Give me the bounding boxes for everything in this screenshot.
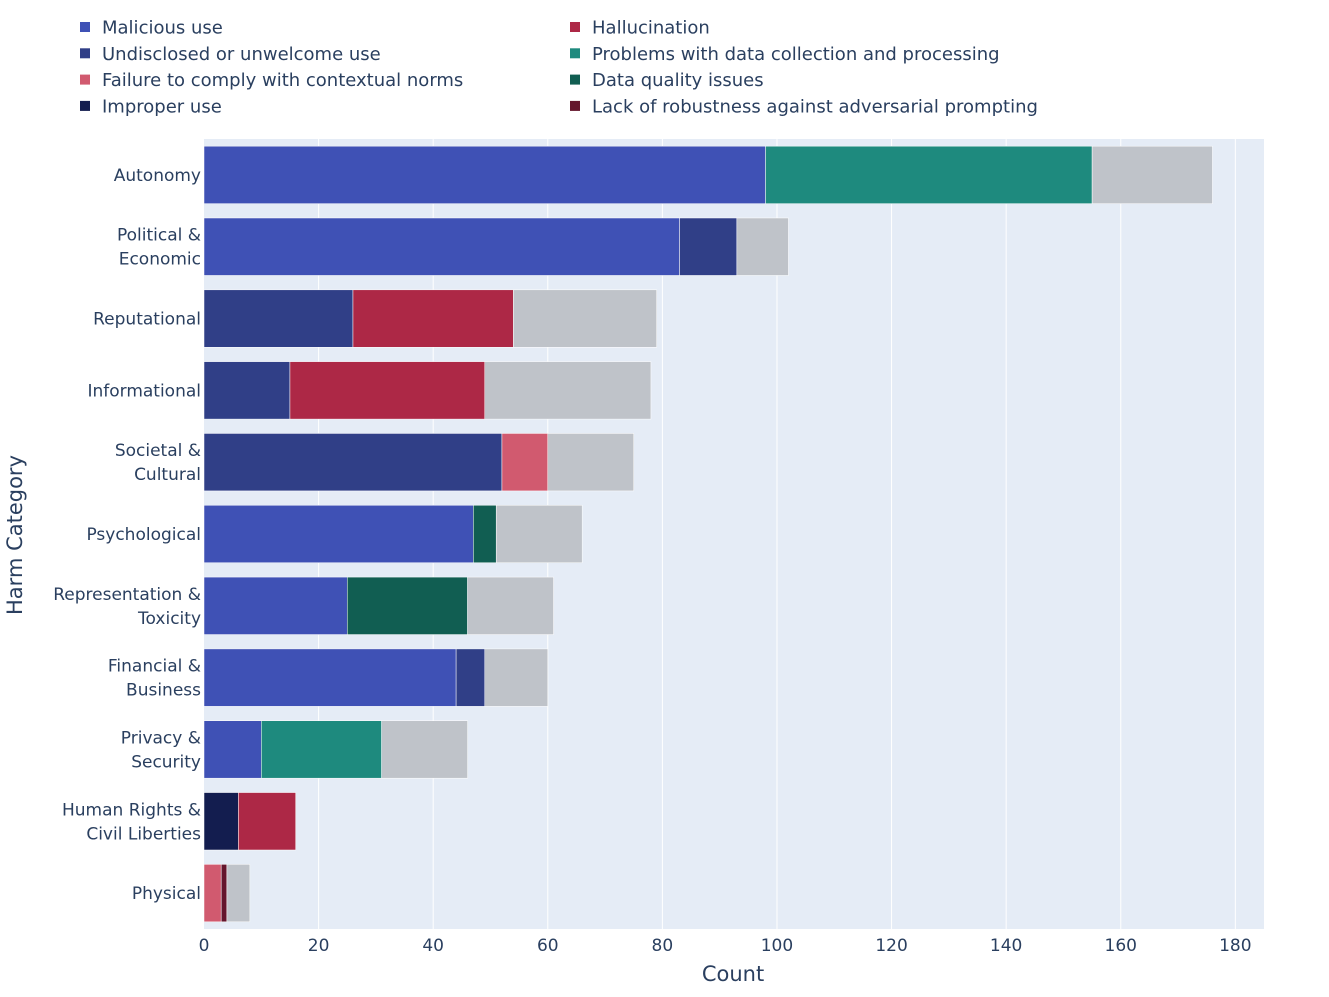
bar-segment — [203, 864, 222, 923]
bar-segment — [203, 648, 457, 707]
y-tick-label: Civil Liberties — [86, 824, 201, 844]
bar-segment — [203, 792, 239, 851]
legend-swatch — [80, 100, 90, 111]
x-tick-label: 160 — [1105, 936, 1137, 956]
legend-swatch — [570, 100, 580, 111]
bar-segment — [226, 864, 251, 923]
legend-item-label: Improper use — [102, 96, 222, 117]
legend-swatch — [570, 74, 580, 85]
bar-segment — [381, 720, 468, 779]
bar-segment — [203, 720, 262, 779]
y-tick-label: Autonomy — [114, 166, 201, 186]
bar-segment — [455, 648, 486, 707]
bar-segment — [203, 289, 354, 348]
y-axis-title: Harm Category — [3, 455, 27, 615]
y-tick-label: Representation & — [53, 585, 201, 605]
legend: Malicious use Hallucination Undisclosed or… — [80, 18, 1038, 117]
bar-segment — [238, 792, 296, 851]
bar-segment — [467, 576, 554, 635]
legend-item-label: Data quality issues — [592, 70, 764, 91]
bar-segment — [203, 433, 503, 492]
legend-swatch — [570, 22, 580, 32]
bar-segment — [261, 720, 382, 779]
x-tick-label: 140 — [990, 936, 1022, 956]
x-tick-label: 80 — [652, 936, 674, 956]
legend-item-label: Problems with data collection and proces… — [592, 44, 1000, 65]
bar-segment — [346, 576, 468, 635]
bar-segment — [289, 361, 486, 420]
bar-segment — [513, 289, 657, 348]
y-tick-label: Human Rights & — [62, 800, 201, 820]
y-tick-label: Psychological — [86, 525, 201, 545]
bar-segment — [765, 145, 1093, 204]
bar-segment — [736, 217, 789, 276]
y-tick-label: Reputational — [93, 310, 201, 330]
x-tick-label: 0 — [199, 936, 210, 956]
bar-segment — [203, 217, 680, 276]
bar-segment — [203, 576, 348, 635]
bar-segment — [495, 505, 583, 563]
legend-swatch — [80, 48, 90, 59]
y-tick-label: Financial & — [108, 657, 201, 677]
bar-segment — [203, 145, 766, 204]
legend-swatch — [80, 22, 90, 32]
y-tick-label: Political & — [117, 226, 201, 246]
bar-segment — [501, 433, 549, 492]
bar-segment — [203, 505, 474, 563]
legend-item-label: Undisclosed or unwelcome use — [102, 44, 381, 65]
bar-segment — [473, 505, 497, 563]
y-axis-ticks: Autonomy Political & Economic Reputational I… — [53, 166, 201, 904]
x-tick-label: 40 — [422, 936, 444, 956]
bar-segment — [484, 648, 549, 707]
y-tick-label: Societal & — [115, 441, 201, 461]
legend-item-label: Hallucination — [592, 18, 710, 39]
x-tick-label: 20 — [308, 936, 330, 956]
y-tick-label: Business — [126, 681, 201, 701]
y-tick-label: Physical — [132, 884, 201, 904]
y-tick-label: Economic — [119, 250, 201, 270]
x-tick-label: 60 — [537, 936, 559, 956]
y-tick-label: Privacy & — [121, 728, 201, 748]
legend-item-label: Lack of robustness against adversarial p… — [592, 96, 1038, 117]
bar-segment — [679, 217, 738, 276]
y-tick-label: Toxicity — [137, 609, 201, 629]
bar-segment — [352, 289, 514, 348]
legend-item-label: Failure to comply with contextual norms — [102, 70, 463, 91]
legend-item-label: Malicious use — [102, 18, 223, 39]
bar-segment — [220, 864, 228, 923]
y-tick-label: Security — [131, 752, 201, 772]
x-axis-title: Count — [702, 962, 764, 986]
x-tick-label: 100 — [761, 936, 793, 956]
legend-swatch — [80, 74, 90, 85]
bar-segment — [547, 433, 634, 492]
bar-segment — [484, 361, 652, 420]
y-tick-label: Informational — [87, 381, 201, 401]
y-tick-label: Cultural — [134, 465, 201, 485]
legend-swatch — [570, 48, 580, 59]
bar-segment — [1091, 145, 1213, 204]
bars-layer — [203, 145, 1213, 923]
x-tick-label: 120 — [875, 936, 907, 956]
x-tick-label: 180 — [1219, 936, 1251, 956]
bar-segment — [203, 361, 291, 420]
x-axis-ticks: 0 20 40 60 80 100 120 140 160 180 — [199, 936, 1252, 956]
